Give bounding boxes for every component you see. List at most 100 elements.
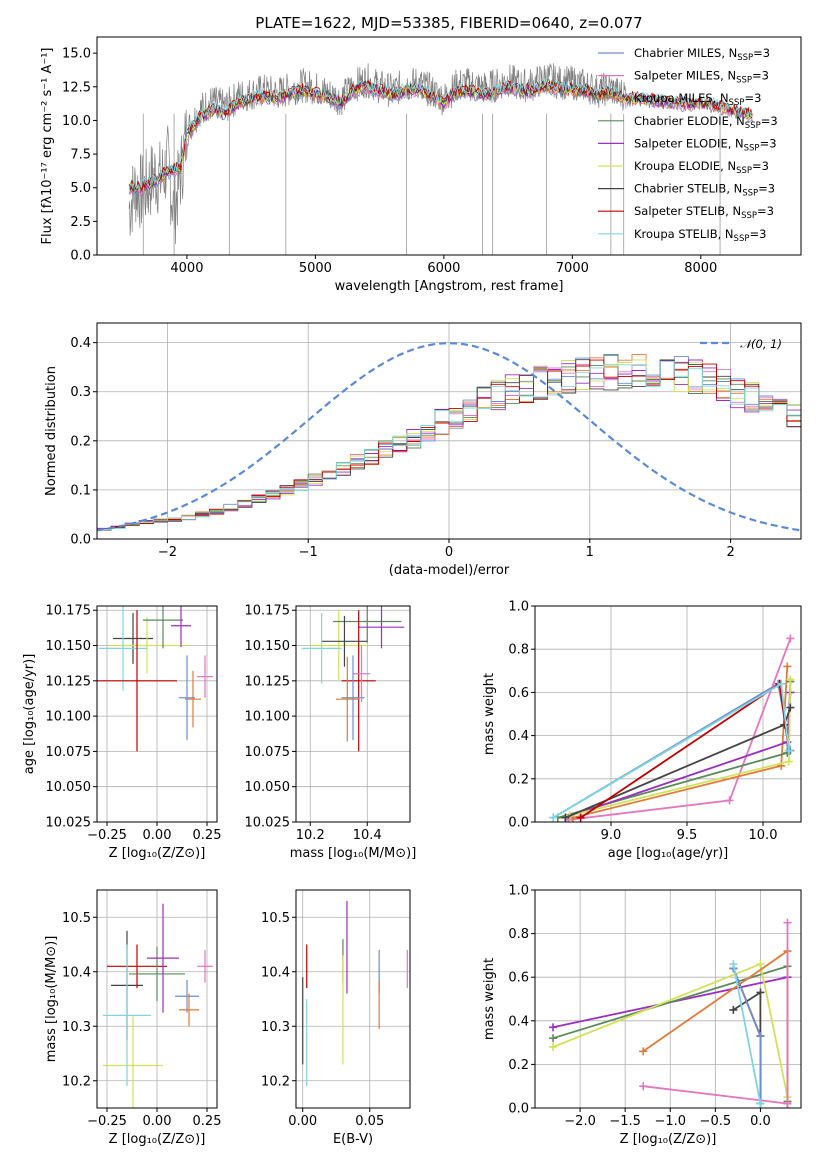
legend-entry: Chabrier MILES, NSSP=3 [634,46,770,63]
y-tick-label: 0.2 [70,434,91,449]
weight-marker [549,1023,558,1032]
panel-mass_vs_Z: −0.25 0.00 0.25 10.2 10.3 10.4 10.5 Z [log₁₀(Z/… [44,889,222,1147]
weight-line-1 [568,638,792,821]
x-tick-label: 0.0 [750,1114,771,1129]
y-tick-label: 10.175 [46,604,92,619]
x-tick-label: −0.25 [87,1114,127,1129]
x-tick-label: 8000 [684,261,717,276]
y-axis-label: mass weight [482,958,497,1040]
legend-entry: Chabrier STELIB, NSSP=3 [634,182,775,199]
weight-marker [784,746,793,755]
y-tick-label: 10.2 [62,1074,91,1089]
y-tick-label: 10.175 [245,604,291,619]
weight-marker [576,813,585,822]
weight-line-3 [557,681,792,819]
y-axis-label: age [log₁₀(age/yr)] [22,654,37,775]
panel-age_vs_Z: −0.25 0.00 0.25 10.025 10.050 10.075 10.100 10.… [22,604,222,861]
panel-spectrum: 4000 5000 6000 7000 8000 0.0 2.5 5.0 7.5 10.0 12.5… [40,14,802,294]
axes-frame [534,605,802,823]
histogram-0 [97,355,801,539]
x-tick-label: 5000 [299,261,332,276]
axes-frame [96,322,802,540]
y-tick-label: 0.0 [508,1102,529,1117]
axes-frame [96,605,218,823]
weight-marker [756,1099,765,1108]
weight-marker [725,796,734,805]
legend-entry: Salpeter STELIB, NSSP=3 [634,204,774,221]
legend-entry: Kroupa ELODIE, NSSP=3 [634,159,769,176]
y-tick-label: 5.0 [70,181,91,196]
histogram-8 [97,360,801,539]
y-tick-label: 10.075 [245,745,291,760]
y-tick-label: 10.125 [245,674,291,689]
weight-marker [783,918,792,927]
plot-area [103,903,213,1108]
y-tick-label: 10.3 [261,1020,290,1035]
x-axis-label: Z [log₁₀(Z/Z⊙)] [109,846,206,861]
weight-marker [549,1042,558,1051]
x-tick-label: −1 [299,545,318,560]
axes-frame [96,889,218,1109]
panel-mass_weight_vs_age: 9.0 9.5 10.0 0.0 0.2 0.4 0.6 0.8 1.0 age [log₁₀(a… [482,600,802,861]
x-axis-label: age [log₁₀(age/yr)] [608,846,729,861]
weight-marker [549,1034,558,1043]
x-tick-label: 0.25 [193,1114,222,1129]
y-axis-label: Normed distribution [44,366,59,496]
legend-entry: 𝒩(0, 1) [740,337,782,351]
x-tick-label: 10.2 [296,828,325,843]
histogram-2 [97,353,801,539]
weight-line-6 [565,707,792,819]
y-tick-label: 10.150 [46,639,92,654]
weight-marker [729,1005,738,1014]
x-tick-label: −2.0 [564,1114,596,1129]
plot-area [302,900,408,1087]
axes-frame [534,889,802,1109]
weight-marker [639,1047,648,1056]
y-tick-label: 0.6 [508,686,529,701]
plot-area [301,606,405,752]
weight-line-7 [580,682,790,819]
y-tick-label: 0.1 [70,483,91,498]
y-tick-label: 0.2 [508,1058,529,1073]
x-tick-label: 0.00 [143,828,172,843]
x-tick-label: 10.0 [749,828,778,843]
plot-area [549,634,795,822]
y-axis-label: mass [log₁₀(M/M⊙)] [44,936,59,1063]
x-tick-label: 0.05 [355,1114,384,1129]
panel-age_vs_mass: 10.2 10.4 10.025 10.050 10.075 10.100 10.125 10… [245,604,417,861]
panel-mass_vs_ebv: 0.00 0.05 10.2 10.3 10.4 10.5 E(B-V) [261,889,411,1147]
x-axis-label: Z [log₁₀(Z/Z⊙)] [620,1132,717,1147]
y-tick-label: 10.5 [261,911,290,926]
x-tick-label: 2 [726,545,734,560]
weight-marker [786,703,795,712]
gaussian-curve [97,342,801,532]
weight-marker [786,675,795,684]
y-tick-label: 10.0 [62,114,91,129]
x-axis-label: mass [log₁₀(M/M⊙)] [290,846,417,861]
weight-line-8 [552,682,790,819]
y-tick-label: 10.2 [261,1074,290,1089]
legend-entry: Kroupa STELIB, NSSP=3 [634,227,766,244]
x-tick-label: −1.5 [609,1114,641,1129]
y-tick-label: 10.025 [245,816,291,831]
y-tick-label: 0.0 [70,249,91,264]
y-tick-label: 0.0 [70,533,91,548]
x-tick-label: 7000 [556,261,589,276]
y-tick-label: 0.4 [70,336,91,351]
legend-entry: Chabrier ELODIE, NSSP=3 [634,114,778,131]
y-tick-label: 10.3 [62,1020,91,1035]
weight-marker [729,960,738,969]
weight-marker [784,757,793,766]
x-tick-label: −2 [158,545,177,560]
weight-marker [786,634,795,643]
histogram-3 [97,353,801,539]
y-tick-label: 2.5 [70,215,91,230]
y-tick-label: 0.2 [508,772,529,787]
plot-area [97,342,801,539]
x-tick-label: 0.00 [143,1114,172,1129]
y-tick-label: 0.0 [508,816,529,831]
x-tick-label: 4000 [170,261,203,276]
legend-entry: Salpeter MILES, NSSP=3 [634,69,769,86]
x-tick-label: 0.25 [193,828,222,843]
